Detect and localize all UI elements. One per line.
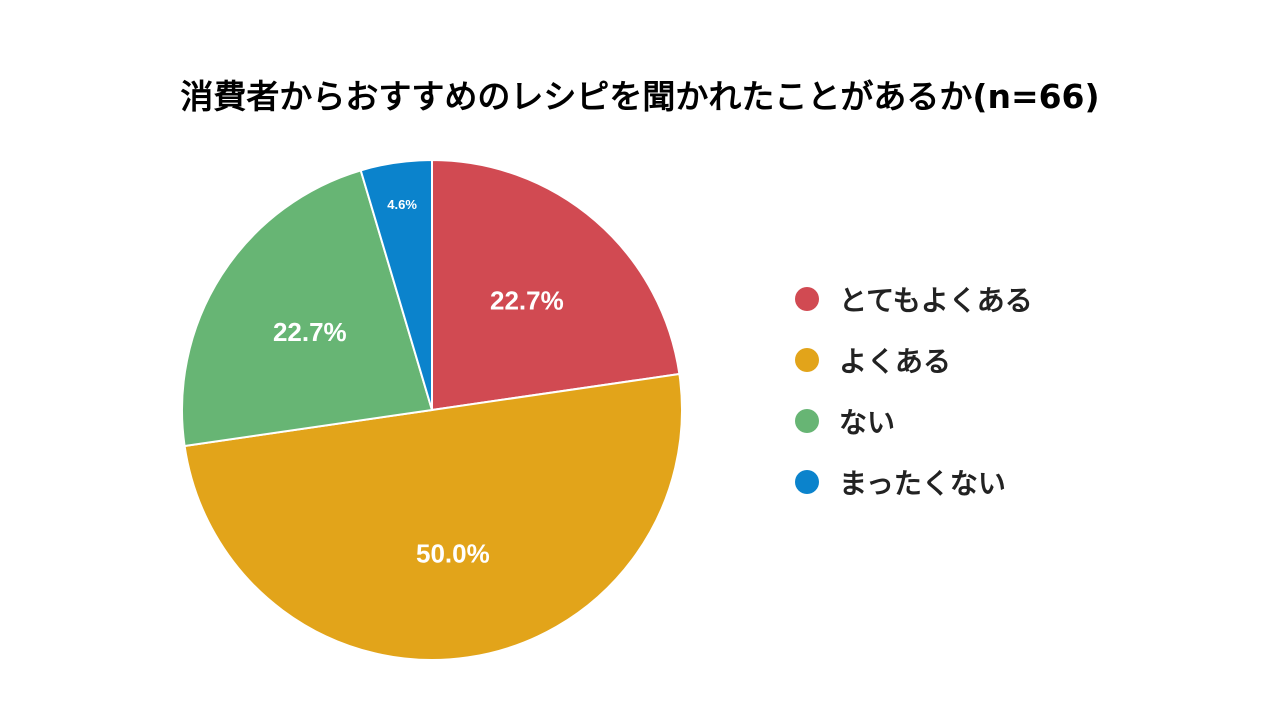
pie-slices <box>181 158 683 661</box>
slice-label-3: 4.6% <box>387 197 417 212</box>
pie-slice-3 <box>359 158 433 411</box>
slice-label-2: 22.7% <box>273 317 347 347</box>
legend-label-3: まったくない <box>839 466 1006 500</box>
legend-swatch-0 <box>795 286 819 311</box>
legend-label-1: よくある <box>839 344 952 378</box>
legend-item-0: とてもよくある <box>795 268 1033 329</box>
legend: とてもよくある よくある ない まったくない <box>795 268 1033 512</box>
slice-label-0: 22.7% <box>490 285 564 315</box>
legend-label-2: ない <box>839 405 896 439</box>
slice-label-1: 50.0% <box>416 538 490 568</box>
pie-slice-2 <box>181 169 434 448</box>
legend-item-2: ない <box>795 390 1033 451</box>
chart-title: 消費者からおすすめのレシピを聞かれたことがあるか(n=66) <box>180 77 1100 116</box>
legend-swatch-2 <box>795 408 819 433</box>
legend-label-0: とてもよくある <box>839 283 1033 317</box>
pie-labels: 22.7% 50.0% 22.7% 4.6% <box>273 197 564 568</box>
legend-swatch-3 <box>795 469 819 494</box>
legend-item-1: よくある <box>795 329 1033 390</box>
legend-swatch-1 <box>795 347 819 372</box>
legend-item-3: まったくない <box>795 451 1033 512</box>
pie-slice-1 <box>183 372 683 661</box>
pie-slice-0 <box>431 158 681 412</box>
